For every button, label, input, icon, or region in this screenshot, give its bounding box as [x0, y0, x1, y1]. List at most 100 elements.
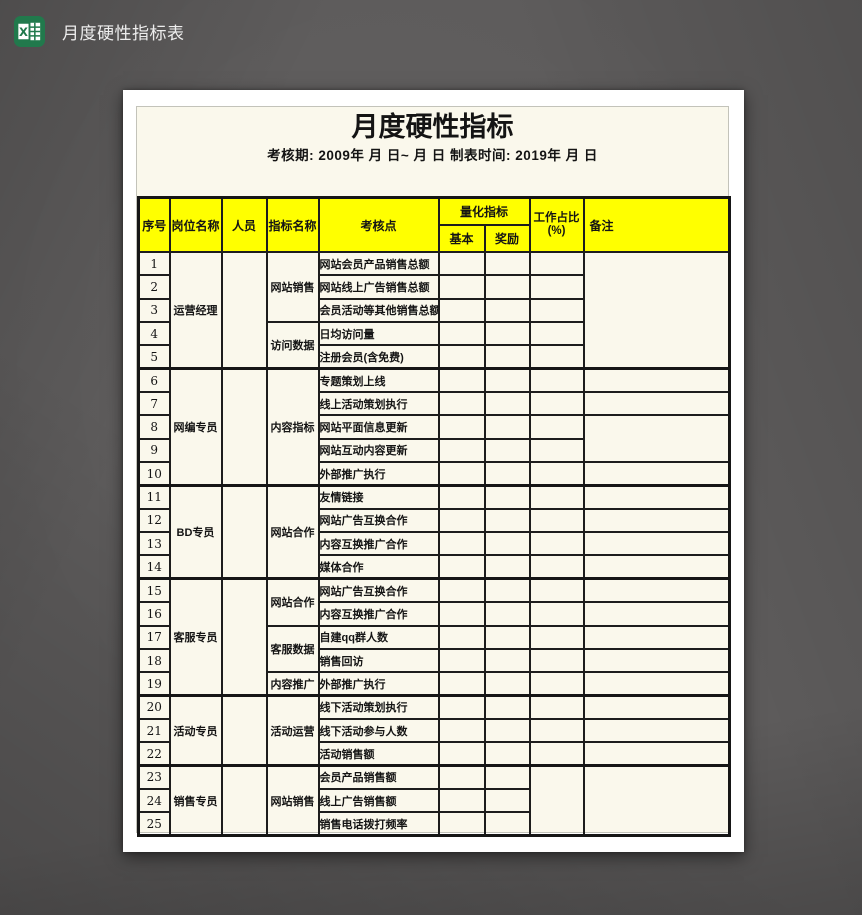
cell-indicator-name[interactable]: 网站合作	[265, 577, 320, 627]
cell-work-percent[interactable]	[528, 577, 585, 604]
cell-assessment-point[interactable]: 外部推广执行	[317, 461, 440, 487]
cell-remark[interactable]	[582, 717, 731, 744]
cell-row-number[interactable]: 16	[137, 601, 171, 627]
cell-assessment-point[interactable]: 媒体合作	[317, 554, 440, 580]
cell-row-number[interactable]: 3	[137, 297, 171, 324]
cell-remark[interactable]	[582, 461, 731, 487]
cell-work-percent[interactable]	[528, 391, 585, 417]
cell-assessment-point[interactable]: 网站互动内容更新	[317, 437, 440, 464]
cell-row-number[interactable]: 9	[137, 437, 171, 464]
cell-work-percent[interactable]	[528, 671, 585, 697]
cell-assessment-point[interactable]: 内容互换推广合作	[317, 601, 440, 627]
cell-remark[interactable]	[582, 624, 731, 650]
cell-row-number[interactable]: 22	[137, 741, 171, 767]
cell-remark[interactable]	[582, 391, 731, 417]
cell-row-number[interactable]: 13	[137, 531, 171, 557]
cell-row-number[interactable]: 2	[137, 274, 171, 300]
cell-work-percent[interactable]	[528, 694, 585, 720]
cell-basic-value[interactable]	[437, 321, 486, 347]
cell-work-percent[interactable]	[528, 367, 585, 394]
cell-bonus-value[interactable]	[483, 321, 531, 347]
cell-remark[interactable]	[582, 601, 731, 627]
cell-work-percent[interactable]	[528, 554, 585, 580]
cell-basic-value[interactable]	[437, 391, 486, 417]
cell-assessment-point[interactable]: 友情链接	[317, 483, 440, 510]
cell-indicator-name[interactable]: 客服数据	[265, 624, 320, 674]
cell-personnel[interactable]	[220, 367, 268, 487]
cell-row-number[interactable]: 12	[137, 507, 171, 534]
cell-basic-value[interactable]	[437, 414, 486, 440]
cell-basic-value[interactable]	[437, 624, 486, 650]
cell-indicator-name[interactable]: 网站销售	[265, 764, 320, 837]
cell-work-percent[interactable]	[528, 764, 585, 837]
cell-basic-value[interactable]	[437, 741, 486, 767]
header-work-percent[interactable]: 工作占比 (%)	[528, 196, 585, 253]
cell-assessment-point[interactable]: 网站会员产品销售总额	[317, 250, 440, 277]
cell-basic-value[interactable]	[437, 274, 486, 300]
cell-work-percent[interactable]	[528, 437, 585, 464]
cell-basic-value[interactable]	[437, 694, 486, 720]
header-quant[interactable]: 量化指标	[437, 196, 531, 226]
cell-row-number[interactable]: 10	[137, 461, 171, 487]
cell-work-percent[interactable]	[528, 741, 585, 767]
cell-remark[interactable]	[582, 531, 731, 557]
cell-row-number[interactable]: 25	[137, 811, 171, 837]
cell-bonus-value[interactable]	[483, 647, 531, 674]
cell-indicator-name[interactable]: 访问数据	[265, 321, 320, 370]
cell-basic-value[interactable]	[437, 764, 486, 790]
cell-work-percent[interactable]	[528, 531, 585, 557]
header-indicator[interactable]: 指标名称	[265, 196, 320, 253]
cell-work-percent[interactable]	[528, 274, 585, 300]
cell-assessment-point[interactable]: 线上活动策划执行	[317, 391, 440, 417]
cell-row-number[interactable]: 24	[137, 787, 171, 814]
cell-assessment-point[interactable]: 线上广告销售额	[317, 787, 440, 814]
cell-assessment-point[interactable]: 内容互换推广合作	[317, 531, 440, 557]
cell-row-number[interactable]: 18	[137, 647, 171, 674]
cell-basic-value[interactable]	[437, 554, 486, 580]
cell-work-percent[interactable]	[528, 601, 585, 627]
cell-remark[interactable]	[582, 507, 731, 534]
cell-assessment-point[interactable]: 活动销售额	[317, 741, 440, 767]
cell-basic-value[interactable]	[437, 344, 486, 370]
cell-remark[interactable]	[582, 764, 731, 837]
header-position[interactable]: 岗位名称	[168, 196, 223, 253]
cell-bonus-value[interactable]	[483, 531, 531, 557]
cell-personnel[interactable]	[220, 251, 268, 370]
cell-row-number[interactable]: 23	[137, 764, 171, 790]
cell-bonus-value[interactable]	[483, 414, 531, 440]
cell-bonus-value[interactable]	[483, 787, 531, 814]
cell-remark[interactable]	[582, 367, 731, 394]
cell-bonus-value[interactable]	[483, 764, 531, 790]
cell-row-number[interactable]: 20	[137, 694, 171, 720]
cell-assessment-point[interactable]: 注册会员(含免费)	[317, 344, 440, 370]
cell-row-number[interactable]: 8	[137, 414, 171, 440]
cell-basic-value[interactable]	[437, 297, 486, 324]
cell-bonus-value[interactable]	[483, 367, 531, 394]
cell-row-number[interactable]: 11	[137, 483, 171, 510]
cell-assessment-point[interactable]: 外部推广执行	[317, 671, 440, 697]
cell-remark[interactable]	[582, 577, 731, 604]
header-no[interactable]: 序号	[137, 196, 171, 253]
cell-work-percent[interactable]	[528, 344, 585, 370]
cell-work-percent[interactable]	[528, 297, 585, 324]
cell-bonus-value[interactable]	[483, 554, 531, 580]
cell-bonus-value[interactable]	[483, 717, 531, 744]
cell-bonus-value[interactable]	[483, 437, 531, 464]
cell-assessment-point[interactable]: 销售回访	[317, 647, 440, 674]
cell-row-number[interactable]: 15	[137, 577, 171, 604]
cell-assessment-point[interactable]: 网站平面信息更新	[317, 414, 440, 440]
cell-bonus-value[interactable]	[483, 811, 531, 837]
cell-assessment-point[interactable]: 会员活动等其他销售总额	[317, 297, 440, 324]
cell-work-percent[interactable]	[528, 507, 585, 534]
cell-remark[interactable]	[582, 554, 731, 580]
cell-remark[interactable]	[582, 251, 731, 370]
cell-bonus-value[interactable]	[483, 297, 531, 324]
cell-bonus-value[interactable]	[483, 577, 531, 604]
cell-basic-value[interactable]	[437, 717, 486, 744]
cell-basic-value[interactable]	[437, 483, 486, 510]
cell-work-percent[interactable]	[528, 321, 585, 347]
cell-work-percent[interactable]	[528, 414, 585, 440]
cell-position-name[interactable]: 活动专员	[168, 694, 223, 767]
cell-basic-value[interactable]	[437, 461, 486, 487]
cell-row-number[interactable]: 21	[137, 717, 171, 744]
